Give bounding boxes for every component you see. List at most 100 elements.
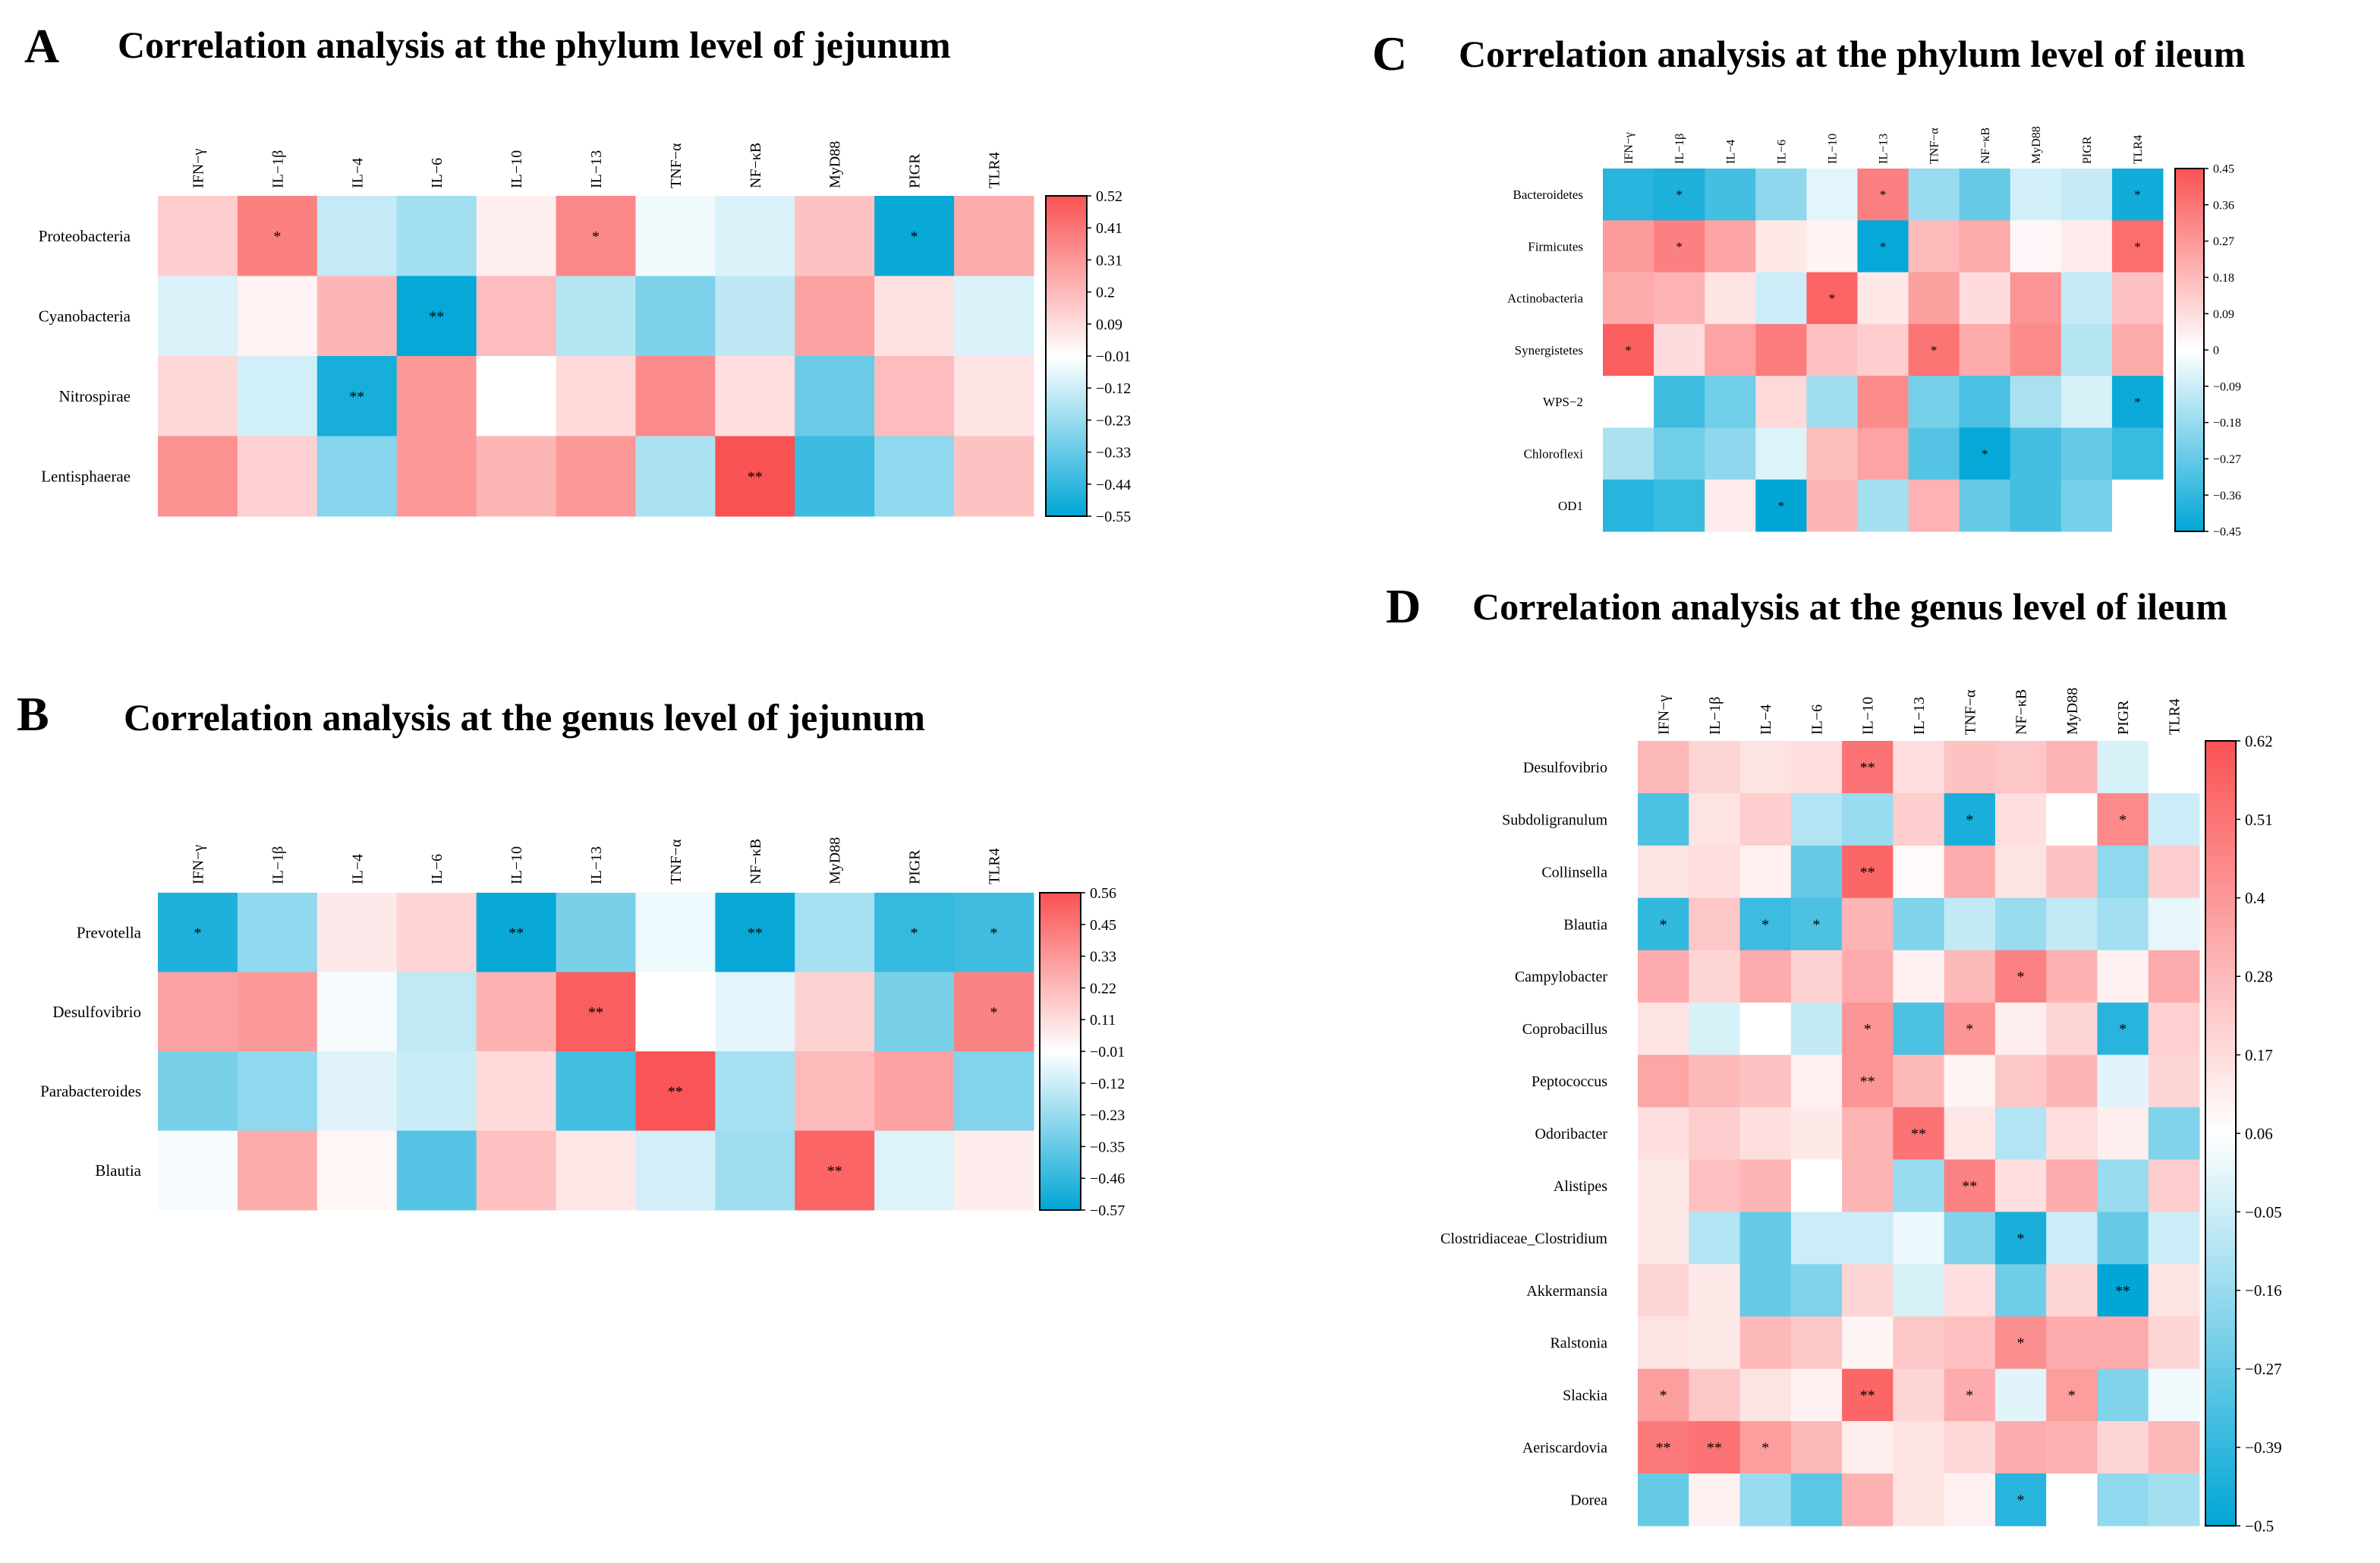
heatmap-cell-d-13-3	[1790, 1421, 1843, 1474]
heatmap-cell-c-2-2	[1705, 272, 1756, 325]
heatmap-cell-d-11-8	[2046, 1316, 2098, 1369]
heatmap-cell-c-0-0	[1603, 169, 1654, 221]
heatmap-cell-d-13-6	[1944, 1421, 1996, 1474]
heatmap-cell-d-12-3	[1790, 1369, 1843, 1422]
heatmap-cell-a-2-0	[158, 356, 238, 436]
heatmap-cell-c-2-8	[2010, 272, 2062, 325]
panel-d: D Correlation analysis at the genus leve…	[1386, 579, 2282, 1535]
heatmap-cell-d-7-7	[1994, 1107, 2047, 1160]
colorbar-tick-label-b-4: 0.11	[1090, 1012, 1116, 1029]
heatmap-cell-a-3-4	[476, 436, 557, 517]
heatmap-cell-b-3-4	[476, 1130, 557, 1211]
heatmap-cell-b-1-6	[635, 972, 716, 1052]
heatmap-cell-a-1-5	[556, 276, 636, 357]
heatmap-cell-c-2-7	[1959, 272, 2011, 325]
colorbar-tick-label-d-3: 0.28	[2245, 968, 2273, 986]
heatmap-cell-d-1-4	[1842, 793, 1894, 846]
significance-mark-b-1-10: *	[990, 1004, 998, 1021]
significance-mark-c-0-1: *	[1676, 187, 1683, 202]
heatmap-cell-d-3-4	[1842, 897, 1894, 951]
heatmap-cell-b-0-8	[795, 893, 875, 972]
heatmap-cell-c-3-2	[1705, 323, 1756, 377]
heatmap-cell-d-6-7	[1994, 1054, 2047, 1108]
heatmap-cell-b-0-10	[954, 893, 1034, 972]
colorbar-tick-label-c-3: 0.18	[2213, 272, 2234, 285]
heatmap-cell-c-4-5	[1857, 376, 1909, 428]
heatmap-cell-d-11-5	[1893, 1316, 1945, 1369]
heatmap-cell-d-6-8	[2046, 1054, 2098, 1108]
heatmap-cell-d-0-6	[1944, 741, 1996, 794]
column-label-b-1: IL−1β	[269, 846, 286, 884]
heatmap-cell-c-5-3	[1755, 427, 1807, 481]
colorbar-tick-label-c-2: 0.27	[2213, 235, 2234, 248]
colorbar-tick-label-c-5: 0	[2213, 345, 2219, 358]
heatmap-cell-d-14-10	[2148, 1473, 2200, 1527]
heatmap-cell-d-2-3	[1790, 845, 1843, 899]
heatmap-cell-b-0-4	[476, 893, 557, 972]
significance-mark-d-12-8: *	[2068, 1388, 2076, 1404]
heatmap-cell-a-3-7	[715, 436, 795, 517]
heatmap-cell-a-1-0	[158, 276, 238, 357]
row-label-d-9: Clostridiaceae_Clostridium	[1440, 1231, 1607, 1247]
heatmap-cell-d-2-5	[1893, 845, 1945, 899]
heatmap-cell-d-0-4	[1842, 741, 1894, 794]
heatmap-cell-d-9-7	[1994, 1212, 2047, 1265]
heatmap-cell-d-12-8	[2046, 1369, 2098, 1422]
heatmap-cell-c-4-3	[1755, 376, 1807, 428]
heatmap-cell-d-11-3	[1790, 1316, 1843, 1369]
heatmap-cell-d-6-2	[1739, 1054, 1792, 1108]
heatmap-cell-d-12-4	[1842, 1369, 1894, 1422]
row-label-a-2: Nitrospirae	[59, 387, 131, 405]
heatmap-cell-a-2-10	[954, 356, 1034, 436]
heatmap-cell-d-5-6	[1944, 1002, 1996, 1056]
heatmap-cell-c-1-3	[1755, 220, 1807, 273]
significance-mark-b-0-10: *	[990, 925, 998, 941]
row-label-b-3: Blautia	[95, 1161, 141, 1180]
heatmap-cell-c-4-7	[1959, 376, 2011, 428]
heatmap-cell-d-9-0	[1638, 1212, 1689, 1265]
column-label-c-8: MyD88	[2030, 126, 2043, 164]
row-label-d-1: Subdoligranulum	[1502, 811, 1607, 828]
significance-mark-d-5-4: *	[1864, 1021, 1872, 1038]
heatmap-cell-c-1-5	[1857, 220, 1909, 273]
heatmap-cell-d-2-8	[2046, 845, 2098, 899]
heatmap-cell-c-0-3	[1755, 169, 1807, 221]
colorbar-tick-label-c-6: −0.09	[2213, 380, 2241, 393]
column-label-a-3: IL−6	[429, 158, 445, 188]
heatmap-cell-d-1-2	[1739, 793, 1792, 846]
heatmap-cell-d-8-5	[1893, 1159, 1945, 1212]
significance-mark-d-9-7: *	[2017, 1231, 2025, 1247]
colorbar-tick-label-c-9: −0.36	[2213, 490, 2241, 503]
heatmap-cell-d-6-4	[1842, 1054, 1894, 1108]
heatmap-cell-d-13-2	[1739, 1421, 1792, 1474]
column-label-c-10: TLR4	[2132, 135, 2145, 164]
column-label-a-5: IL−13	[588, 150, 605, 188]
heatmap-cell-d-11-9	[2097, 1316, 2149, 1369]
colorbar-tick-label-c-8: −0.27	[2213, 453, 2241, 466]
significance-mark-a-0-1: *	[273, 228, 281, 245]
heatmap-cell-c-3-3	[1755, 323, 1807, 377]
heatmap-cell-d-11-4	[1842, 1316, 1894, 1369]
heatmap-cell-d-2-10	[2148, 845, 2200, 899]
colorbar-tick-label-b-6: −0.12	[1090, 1076, 1125, 1092]
heatmap-cell-d-2-4	[1842, 845, 1894, 899]
column-label-a-8: MyD88	[827, 141, 844, 188]
heatmap-cell-d-8-3	[1790, 1159, 1843, 1212]
heatmap-cell-d-5-7	[1994, 1002, 2047, 1056]
colorbar-tick-label-c-4: 0.09	[2213, 308, 2234, 321]
heatmap-cell-d-1-3	[1790, 793, 1843, 846]
heatmap-cell-d-10-3	[1790, 1264, 1843, 1317]
heatmap-cell-d-6-5	[1893, 1054, 1945, 1108]
heatmap-cell-a-3-9	[874, 436, 955, 517]
heatmap-cell-d-3-2	[1739, 897, 1792, 951]
row-label-d-5: Coprobacillus	[1522, 1021, 1607, 1038]
colorbar-tick-label-d-10: −0.5	[2245, 1517, 2274, 1535]
heatmap-cell-d-10-10	[2148, 1264, 2200, 1317]
heatmap-cell-c-1-7	[1959, 220, 2011, 273]
colorbar-tick-label-b-2: 0.33	[1090, 949, 1116, 966]
heatmap-cell-d-1-9	[2097, 793, 2149, 846]
colorbar-tick-label-d-9: −0.39	[2245, 1439, 2282, 1457]
heatmap-cell-d-6-0	[1638, 1054, 1689, 1108]
significance-mark-d-0-4: **	[1860, 759, 1875, 776]
heatmap-cell-d-7-10	[2148, 1107, 2200, 1160]
